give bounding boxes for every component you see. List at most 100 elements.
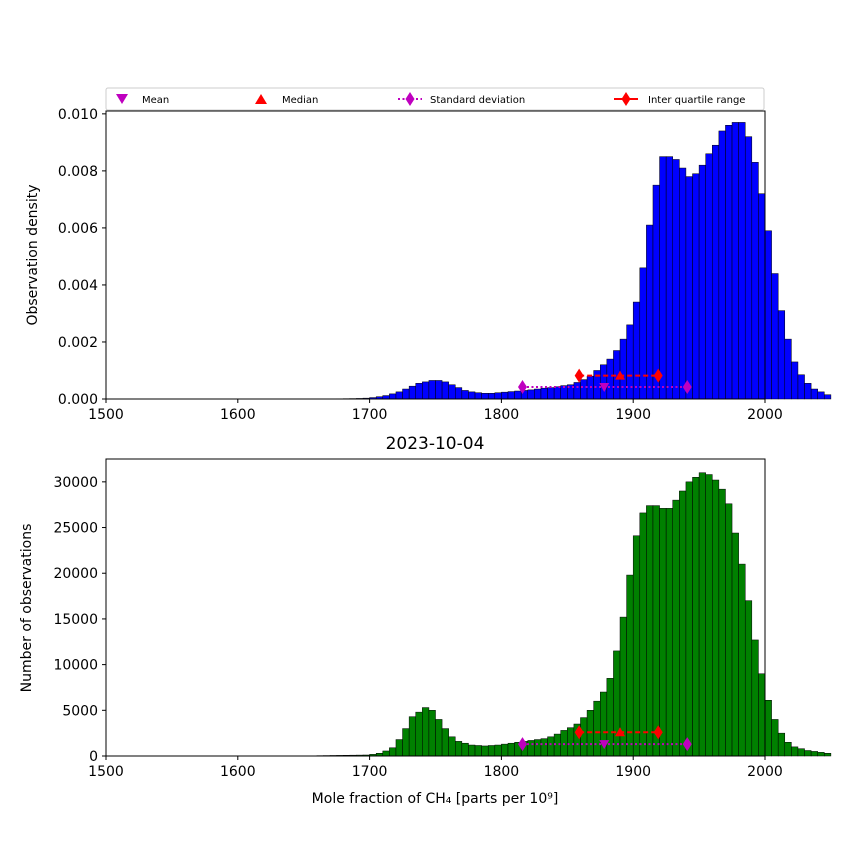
histogram-bar [415, 383, 423, 400]
y-tick-label: 10000 [53, 658, 98, 674]
density-stat-markers [517, 368, 692, 395]
histogram-bar [712, 479, 720, 757]
count-bars [303, 472, 832, 757]
histogram-bar [771, 273, 779, 400]
histogram-bar [547, 736, 555, 757]
histogram-bar [679, 490, 687, 757]
histogram-bar [646, 505, 654, 757]
histogram-bar [659, 156, 667, 400]
count-x-axis: 1500 1600 1700 1800 1900 2000 [88, 756, 783, 780]
histogram-bar [408, 716, 416, 757]
histogram-bar [540, 738, 548, 757]
histogram-bar [659, 508, 667, 757]
histogram-bar [468, 391, 476, 400]
histogram-bar [534, 739, 542, 757]
density-bars [303, 122, 832, 400]
histogram-bar [487, 393, 496, 400]
histogram-bar [389, 747, 397, 757]
histogram-bar [725, 125, 733, 400]
median-marker-icon [255, 94, 267, 104]
median-marker [615, 727, 626, 737]
histogram-bar [567, 727, 575, 757]
density-x-axis: 1500 1600 1700 1800 1900 2000 [88, 399, 783, 423]
legend-median: Median [255, 94, 318, 106]
y-tick-label: 20000 [53, 566, 98, 582]
histogram-bar [580, 379, 588, 400]
histogram-bar [481, 745, 489, 757]
y-tick-label: 0.010 [58, 107, 98, 123]
histogram-bar [540, 387, 548, 400]
histogram-bar [606, 358, 614, 400]
histogram-bar [751, 162, 759, 400]
x-tick-label: 1900 [615, 764, 651, 780]
legend-label-iqr: Inter quartile range [648, 95, 745, 106]
histogram-bar [494, 392, 502, 400]
y-tick-label: 5000 [62, 703, 98, 719]
histogram-bar [652, 184, 660, 400]
iqr-lower-marker [574, 725, 584, 740]
histogram-bar [553, 386, 561, 400]
histogram-bar [507, 742, 515, 757]
x-tick-label: 1600 [220, 764, 256, 780]
histogram-bar [652, 505, 660, 757]
histogram-bar [408, 385, 416, 400]
histogram-bar [824, 753, 832, 757]
histogram-bar [389, 393, 397, 400]
count-stat-markers [517, 725, 692, 752]
histogram-bar [725, 503, 733, 757]
histogram-bar [547, 387, 555, 400]
histogram-bar [731, 122, 739, 400]
histogram-bar [534, 388, 542, 400]
histogram-bar [685, 481, 693, 757]
histogram-bar [692, 477, 700, 757]
histogram-bar [777, 310, 786, 400]
std-marker-icon [405, 92, 415, 106]
histogram-bar [797, 374, 805, 400]
std-upper-marker [682, 737, 692, 752]
histogram-bar [632, 301, 641, 400]
x-tick-label: 1600 [220, 407, 256, 423]
count-histogram-panel: 2023-10-04 1500 1600 1700 1800 1900 2000 0 500… [19, 434, 832, 807]
histogram-bar [764, 230, 772, 400]
histogram-bar [791, 746, 799, 757]
histogram-bar [784, 742, 792, 757]
histogram-bar [685, 176, 693, 400]
histogram-bar [395, 391, 403, 400]
histogram-bar [461, 390, 469, 400]
legend: Mean Median Standard deviation Inter qua… [105, 87, 765, 111]
histogram-bar [672, 499, 680, 757]
histogram-bar [672, 159, 680, 400]
histogram-bar [474, 392, 482, 400]
histogram-bar [804, 750, 812, 757]
histogram-bar [573, 382, 581, 400]
histogram-bar [777, 732, 786, 757]
histogram-bar [441, 728, 449, 757]
count-chart-title: 2023-10-04 [386, 434, 485, 454]
histogram-bar [705, 474, 713, 757]
y-tick-label: 0.008 [58, 164, 98, 180]
histogram-bar [487, 745, 496, 757]
histogram-bar [501, 391, 509, 400]
histogram-bar [402, 728, 410, 757]
histogram-bar [455, 387, 463, 400]
histogram-bar [698, 164, 706, 400]
histogram-bar [771, 719, 779, 757]
histogram-bar [632, 535, 641, 757]
count-y-axis-label: Number of observations [19, 524, 35, 693]
histogram-bar [810, 388, 818, 400]
histogram-bar [507, 391, 515, 400]
histogram-bar [744, 600, 753, 757]
legend-std: Standard deviation [398, 92, 525, 106]
x-tick-label: 1500 [88, 407, 124, 423]
histogram-bar [402, 388, 410, 400]
histogram-bar [422, 381, 430, 400]
x-tick-label: 1500 [88, 764, 124, 780]
median-marker [615, 370, 626, 380]
std-lower-marker [517, 380, 527, 395]
histogram-bar [428, 380, 436, 400]
histogram-bar [646, 224, 654, 400]
count-x-axis-label: Mole fraction of CH₄ [parts per 10⁹] [312, 791, 559, 807]
histogram-bar [441, 381, 449, 400]
iqr-marker-icon [621, 92, 631, 106]
